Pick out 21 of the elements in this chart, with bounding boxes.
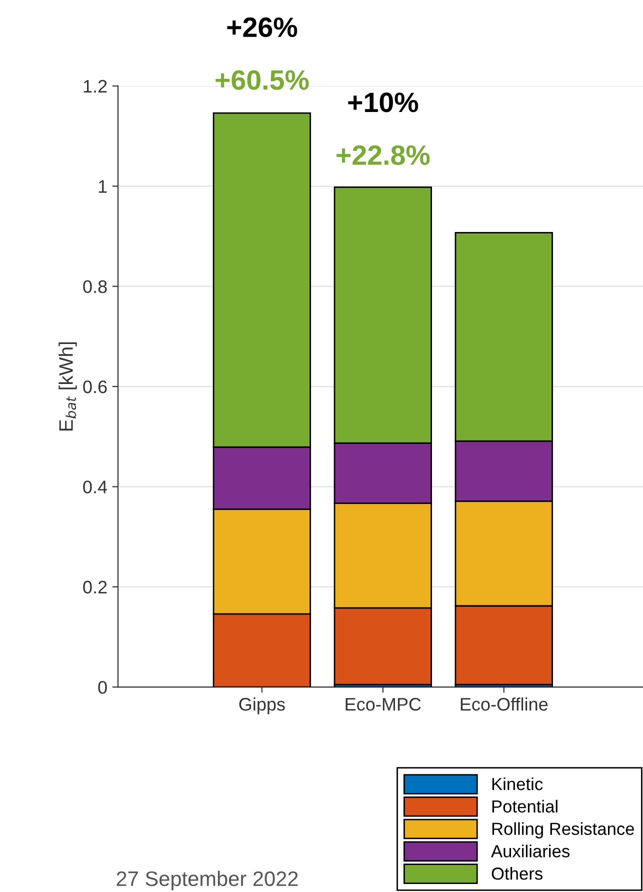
annotation: +22.8% <box>336 145 430 166</box>
annotation: +26% <box>227 17 298 38</box>
y-tick-label: 1.2 <box>84 80 107 93</box>
text: 27 September 2022 <box>116 870 298 890</box>
legend-label: Rolling Resistance <box>492 822 634 838</box>
x-tick-label: Eco-Offline <box>460 697 548 711</box>
legend-label: Potential <box>492 800 558 813</box>
y-tick-label: 0.2 <box>83 580 107 594</box>
legend-label: Auxiliaries <box>491 844 570 858</box>
annotation: +60.5% <box>216 70 309 90</box>
y-tick-label: 0.4 <box>83 480 108 494</box>
annotation: +10% <box>348 92 418 112</box>
y-tick-label: 0.6 <box>83 380 107 394</box>
y-tick-label: 0 <box>98 680 107 694</box>
legend-label: Others <box>492 867 542 880</box>
y-tick-label: 1 <box>98 180 107 193</box>
x-tick-label: Gipps <box>239 697 285 714</box>
y-axis-title: E$_{bat}$ [kWh] <box>58 342 77 431</box>
x-tick-label: Eco-MPC <box>346 698 421 711</box>
y-tick-label: 0.8 <box>83 280 107 294</box>
legend-label: Kinetic <box>492 777 543 790</box>
